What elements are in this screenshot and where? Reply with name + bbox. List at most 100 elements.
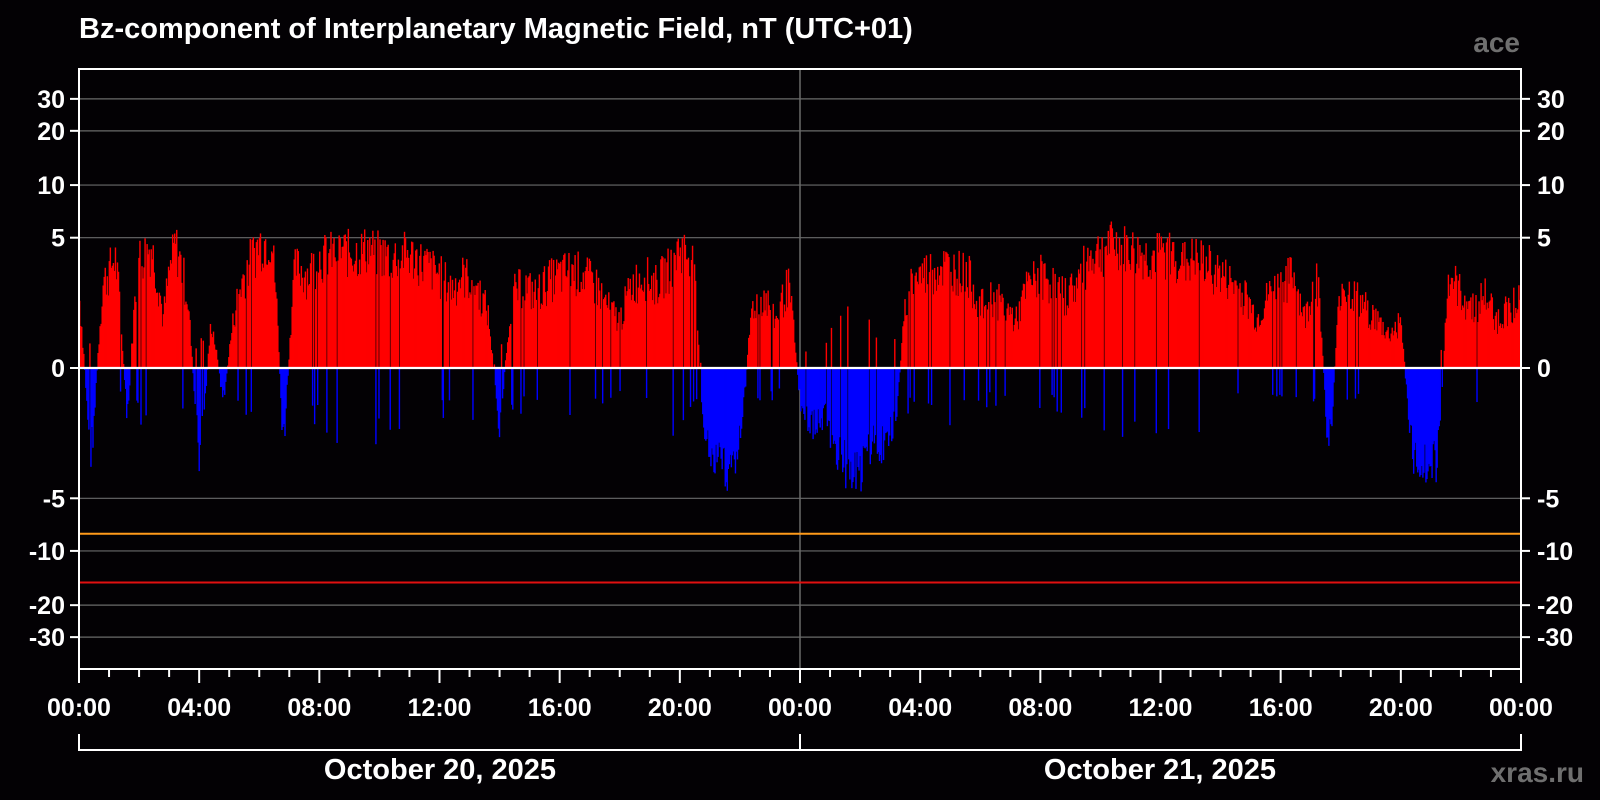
bz-bar xyxy=(978,296,981,368)
bz-bar xyxy=(361,254,364,368)
bz-bar xyxy=(1330,368,1332,425)
bz-bar xyxy=(906,314,908,368)
bz-bar xyxy=(1286,302,1288,368)
bz-bar xyxy=(1262,318,1265,368)
bz-bar xyxy=(1217,268,1220,368)
bz-bar xyxy=(999,295,1001,368)
bz-bar xyxy=(1453,281,1456,368)
bz-bar xyxy=(1260,320,1263,368)
bz-bar xyxy=(1263,308,1266,368)
bz-bar xyxy=(501,368,504,399)
bz-bar xyxy=(960,292,962,368)
bz-bar xyxy=(1306,301,1309,368)
bz-bar xyxy=(202,340,205,368)
bz-bar xyxy=(825,342,828,368)
bz-bar xyxy=(1243,306,1245,368)
bz-bar xyxy=(1212,294,1215,368)
bz-bar xyxy=(1450,277,1453,368)
bz-bar xyxy=(281,368,283,431)
bz-bar xyxy=(767,290,769,368)
bz-bar xyxy=(169,260,172,368)
bz-bar xyxy=(831,368,834,436)
bz-bar xyxy=(605,294,607,368)
bz-bar xyxy=(598,290,601,368)
bz-bar xyxy=(286,368,288,385)
bz-bar xyxy=(1042,299,1044,368)
bz-bar xyxy=(542,272,545,368)
bz-bar xyxy=(1092,258,1094,368)
bz-bar xyxy=(506,342,509,368)
bz-bar xyxy=(588,258,591,368)
bz-bar xyxy=(710,368,712,467)
bz-bar xyxy=(1302,307,1305,368)
bz-bar xyxy=(789,302,792,368)
bz-bar xyxy=(139,240,141,368)
bz-bar xyxy=(1123,226,1126,368)
bz-bar xyxy=(1372,304,1374,368)
bz-bar xyxy=(1044,263,1046,368)
bz-bar xyxy=(85,368,87,388)
bz-bar xyxy=(277,325,279,368)
bz-bar xyxy=(247,285,249,368)
bz-bar xyxy=(1176,283,1178,368)
bz-bar xyxy=(726,368,728,491)
bz-bar xyxy=(493,364,496,368)
bz-bar xyxy=(1211,283,1214,368)
bz-bar xyxy=(1356,282,1359,368)
bz-bar xyxy=(1172,242,1175,368)
bz-bar xyxy=(81,326,83,368)
bz-bar xyxy=(479,280,481,368)
bz-bar xyxy=(375,368,377,445)
bz-bar xyxy=(105,294,107,368)
bz-bar xyxy=(983,306,986,368)
bz-bar xyxy=(1120,244,1123,368)
bz-bar xyxy=(845,368,847,489)
bz-bar xyxy=(519,269,521,368)
bz-bar xyxy=(708,368,710,457)
bz-bar xyxy=(548,260,551,368)
bz-bar xyxy=(660,259,662,368)
bz-bar xyxy=(1406,368,1409,399)
bz-bar xyxy=(135,301,137,368)
bz-bar xyxy=(1082,282,1084,368)
bz-bar xyxy=(1052,267,1054,368)
bz-bar xyxy=(1328,368,1330,446)
bz-bar xyxy=(1159,249,1162,368)
bz-bar xyxy=(972,284,975,368)
bz-bar xyxy=(1035,280,1037,368)
bz-bar xyxy=(1281,368,1283,397)
bz-bar xyxy=(967,297,970,368)
bz-bar xyxy=(431,289,433,368)
bz-bar xyxy=(104,267,106,368)
bz-bar xyxy=(792,319,795,368)
bz-bar xyxy=(718,368,720,443)
bz-bar xyxy=(302,292,305,368)
bz-bar xyxy=(1477,322,1479,368)
bz-bar xyxy=(1278,287,1280,368)
bz-bar xyxy=(1511,322,1513,368)
bz-bar xyxy=(802,368,804,409)
bz-bar xyxy=(282,368,284,427)
bz-bar xyxy=(740,368,743,429)
bz-bar xyxy=(244,298,246,368)
bz-bar xyxy=(1019,321,1022,368)
bz-bar xyxy=(387,244,389,368)
y-tick-label-right: 30 xyxy=(1537,86,1565,114)
bz-bar xyxy=(1192,260,1194,368)
bz-bar xyxy=(324,235,326,368)
bz-bar xyxy=(444,262,447,368)
bz-bar xyxy=(1484,278,1486,368)
bz-bar xyxy=(1251,304,1254,368)
bz-bar xyxy=(717,368,719,457)
bz-bar xyxy=(803,368,805,415)
bz-bar xyxy=(977,368,980,401)
bz-bar xyxy=(520,368,522,414)
bz-bar xyxy=(1100,271,1102,368)
bz-bar xyxy=(1171,242,1174,368)
bz-bar xyxy=(691,245,694,368)
bz-bar xyxy=(391,277,393,368)
bz-bar xyxy=(1512,323,1514,368)
bz-bar xyxy=(516,288,518,368)
bz-bar xyxy=(1471,319,1473,368)
bz-bar xyxy=(176,229,178,368)
